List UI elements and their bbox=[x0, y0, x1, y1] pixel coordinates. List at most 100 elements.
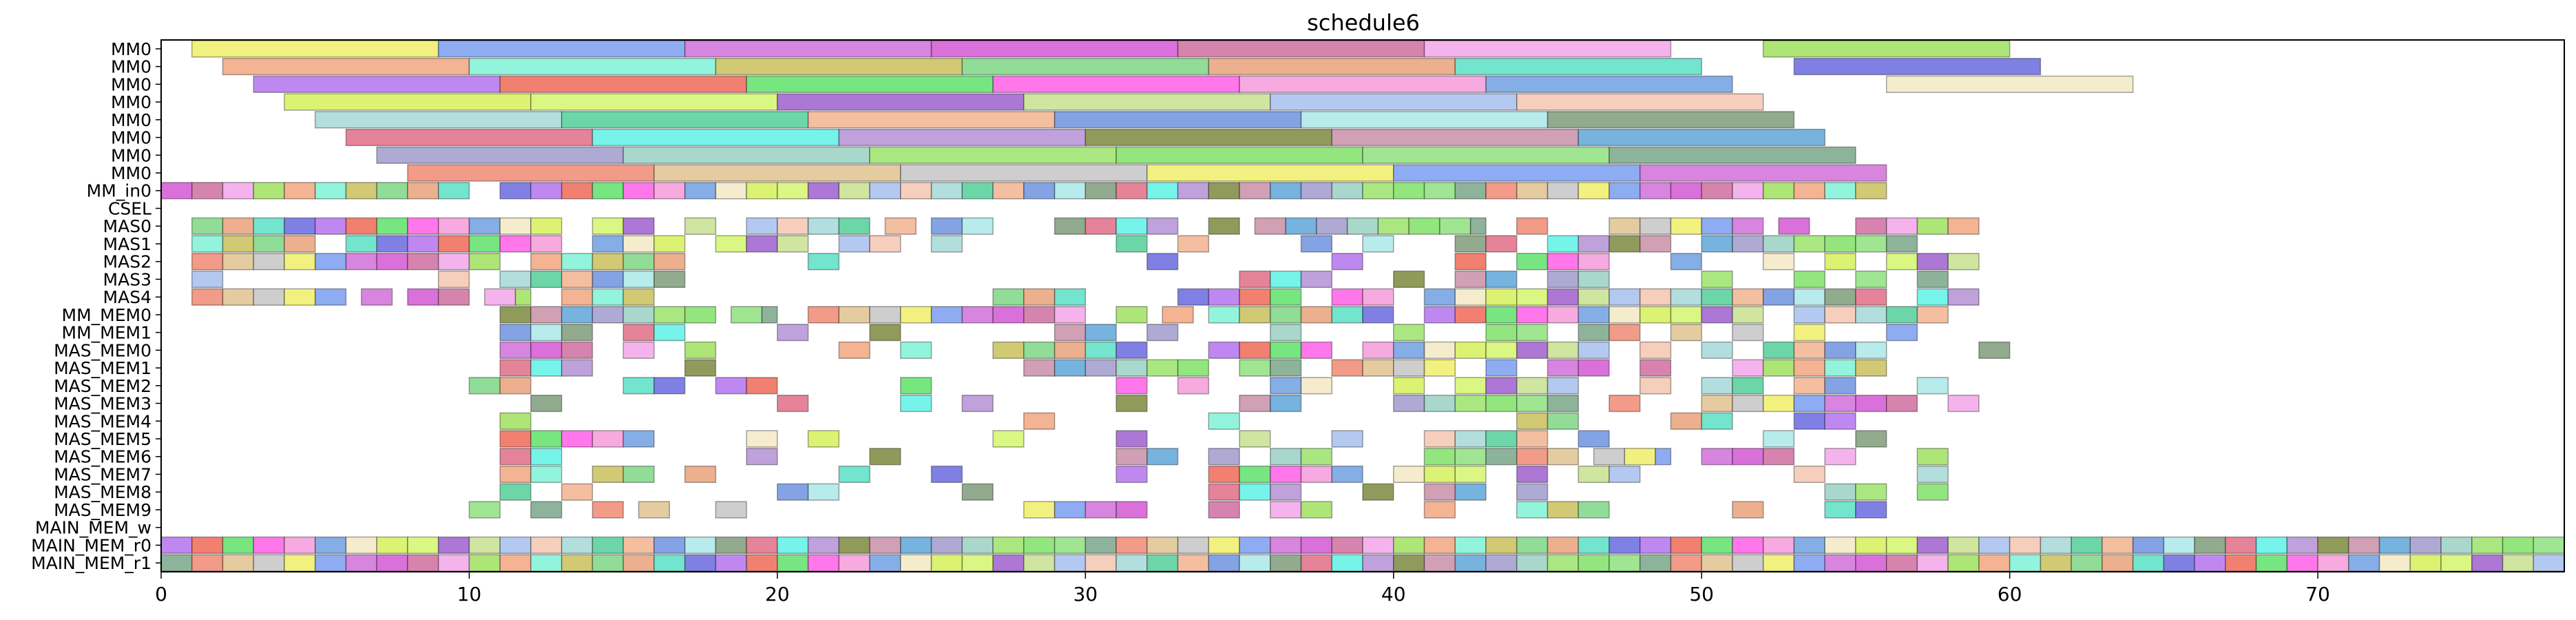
gantt-bar-mas_mem9-6-34 bbox=[1208, 501, 1240, 519]
gantt-bar-mas_mem1-2-33 bbox=[1177, 359, 1210, 377]
gantt-bar-mas_mem6-9-54 bbox=[1824, 448, 1856, 466]
gantt-bar-main_mem_r1-0-58 bbox=[1947, 554, 1980, 572]
gantt-bar-mas0-9-44 bbox=[1516, 217, 1549, 235]
gantt-bar-mm0-7-2 bbox=[900, 164, 1148, 182]
gantt-bar-main_mem_r0-0-37 bbox=[1300, 536, 1333, 554]
gantt-bar-mm_in0-1-36 bbox=[1270, 182, 1302, 200]
gantt-bar-main_mem_r1-0-19 bbox=[746, 554, 778, 572]
gantt-bar-mas_mem5-4-31 bbox=[1116, 430, 1148, 448]
gantt-bar-mas_mem9-7-36 bbox=[1270, 501, 1302, 519]
gantt-bar-mm_in0-1-47 bbox=[1609, 182, 1641, 200]
gantt-bar-mas_mem7-9-46 bbox=[1578, 465, 1610, 484]
gantt-bar-main_mem_r0-0-8 bbox=[407, 536, 439, 554]
gantt-bar-main_mem_r0-0-35 bbox=[1239, 536, 1271, 554]
gantt-bar-mas3-2-11 bbox=[499, 270, 532, 288]
gantt-bar-mas_mem7-1-14 bbox=[591, 465, 624, 484]
gantt-bar-main_mem_r0-0-9 bbox=[437, 536, 470, 554]
gantt-bar-mas0-0-5 bbox=[314, 217, 347, 235]
y-tick-label: MAS_MEM0 bbox=[54, 340, 151, 360]
gantt-bar-mas3-5-42 bbox=[1454, 270, 1487, 288]
gantt-bar-main_mem_r0-0-49 bbox=[1670, 536, 1702, 554]
gantt-bar-mas_mem3-8-51 bbox=[1732, 394, 1764, 413]
gantt-bar-main_mem_r1-0-40 bbox=[1392, 554, 1425, 572]
gantt-bar-main_mem_r1-0-59 bbox=[1978, 554, 2011, 572]
gantt-bar-mas0-3-19 bbox=[746, 217, 778, 235]
gantt-bar-mm_in0-1-34 bbox=[1208, 182, 1240, 200]
gantt-bar-mas_mem2-7-40 bbox=[1392, 377, 1425, 395]
gantt-bar-mas_mem6-7-48.5 bbox=[1655, 448, 1672, 466]
gantt-bar-mm0-2-2 bbox=[746, 75, 994, 93]
gantt-bar-mas3-6-46 bbox=[1578, 270, 1610, 288]
gantt-bar-main_mem_r1-0-29 bbox=[1054, 554, 1087, 572]
gantt-bar-mm0-2-1 bbox=[499, 75, 747, 93]
gantt-bar-mm_mem0-2-23 bbox=[869, 306, 901, 324]
gantt-bar-mas_mem5-10-55 bbox=[1855, 430, 1887, 448]
gantt-bar-mm_in0-1-25 bbox=[930, 182, 963, 200]
gantt-bar-mas_mem3-8-52 bbox=[1762, 394, 1795, 413]
gantt-bar-main_mem_r0-0-68 bbox=[2255, 536, 2288, 554]
gantt-bar-mm0-2-3 bbox=[992, 75, 1240, 93]
gantt-bar-mas1-5-25 bbox=[930, 235, 963, 253]
gantt-bar-mas_mem4-5-54 bbox=[1824, 412, 1856, 430]
gantt-bar-mas2-0-8 bbox=[407, 253, 439, 271]
y-tick-label: MAS4 bbox=[103, 287, 151, 307]
gantt-bar-mas_mem1-4-38 bbox=[1331, 359, 1363, 377]
gantt-bar-mas_mem9-9-45 bbox=[1547, 501, 1579, 519]
gantt-bar-mas4-7-38 bbox=[1331, 288, 1363, 306]
gantt-bar-mas3-3-35 bbox=[1239, 270, 1271, 288]
gantt-bar-mas4-6-35 bbox=[1239, 288, 1271, 306]
gantt-bar-main_mem_r1-0-1 bbox=[191, 554, 224, 572]
gantt-bar-mas_mem0-5-29 bbox=[1054, 341, 1087, 359]
gantt-bar-mas1-0-3 bbox=[253, 235, 285, 253]
gantt-bar-mas1-12-53 bbox=[1793, 235, 1825, 253]
gantt-bar-mas_mem1-4-40 bbox=[1392, 359, 1425, 377]
gantt-bar-mas0-0-7 bbox=[376, 217, 408, 235]
gantt-bar-mm0-6-5 bbox=[1609, 146, 1856, 164]
gantt-bar-mas3-2-14 bbox=[591, 270, 624, 288]
gantt-bar-mas_mem0-0-11 bbox=[499, 341, 532, 359]
gantt-bar-mas_mem8-8-55 bbox=[1855, 483, 1887, 501]
gantt-bar-mas_mem3-6-42 bbox=[1454, 394, 1487, 413]
gantt-bar-main_mem_r0-0-31 bbox=[1116, 536, 1148, 554]
gantt-bar-mm_in0-1-11 bbox=[499, 182, 532, 200]
gantt-bar-main_mem_r0-0-10 bbox=[468, 536, 501, 554]
gantt-bar-mas_mem0-5-31 bbox=[1116, 341, 1148, 359]
gantt-bar-mas0-11-52.5 bbox=[1778, 217, 1810, 235]
gantt-bar-main_mem_r0-0-41 bbox=[1423, 536, 1456, 554]
gantt-bar-main_mem_r1-0-66 bbox=[2194, 554, 2226, 572]
gantt-bar-mas_mem0-3-22 bbox=[838, 341, 870, 359]
gantt-bar-mm_in0-1-30 bbox=[1085, 182, 1117, 200]
gantt-bar-mas_mem5-9-52 bbox=[1762, 430, 1795, 448]
x-axis: 0 10 20 30 40 50 60 70 bbox=[155, 572, 2330, 606]
gantt-bar-mas_mem3-2-24 bbox=[900, 394, 932, 413]
gantt-bar-mm0-1-0 bbox=[222, 58, 470, 76]
gantt-bar-mm0-4-5 bbox=[1547, 111, 1795, 129]
gantt-bar-mas0-8-36.5 bbox=[1285, 217, 1317, 235]
gantt-bar-mas4-0-3 bbox=[253, 288, 285, 306]
gantt-bar-mas0-8-42.5 bbox=[1469, 217, 1487, 235]
gantt-bar-mm_in0-1-45 bbox=[1547, 182, 1579, 200]
gantt-bar-mm_mem0-7-55 bbox=[1855, 306, 1887, 324]
gantt-bar-mm_mem1-0-13 bbox=[561, 324, 594, 342]
gantt-bar-main_mem_r1-0-43 bbox=[1485, 554, 1518, 572]
gantt-bar-mas_mem2-4-31 bbox=[1116, 377, 1148, 395]
gantt-bar-main_mem_r0-0-14 bbox=[591, 536, 624, 554]
gantt-bar-mm_in0-1-15 bbox=[622, 182, 655, 200]
y-tick-label: MAS_MEM1 bbox=[54, 358, 151, 378]
gantt-bar-mas0-6-30 bbox=[1085, 217, 1117, 235]
gantt-bar-mas_mem7-7-41 bbox=[1423, 465, 1456, 484]
gantt-bar-mas3-2-16 bbox=[653, 270, 686, 288]
gantt-bar-mas_mem2-5-33 bbox=[1177, 377, 1210, 395]
gantt-bar-mas_mem8-6-42 bbox=[1454, 483, 1487, 501]
gantt-bar-mas_mem9-3-15.5 bbox=[638, 501, 671, 519]
gantt-bar-main_mem_r1-0-36 bbox=[1270, 554, 1302, 572]
gantt-bar-mas0-8-40.5 bbox=[1408, 217, 1441, 235]
gantt-bar-mas_mem7-8-44 bbox=[1516, 465, 1549, 484]
gantt-bar-mm_in0-1-22 bbox=[838, 182, 870, 200]
gantt-bar-mas3-2-15 bbox=[622, 270, 655, 288]
gantt-bar-mas_mem2-8-44 bbox=[1516, 377, 1549, 395]
gantt-bar-main_mem_r1-0-7 bbox=[376, 554, 408, 572]
gantt-bar-main_mem_r1-0-16 bbox=[653, 554, 686, 572]
y-tick-label: MM_MEM1 bbox=[62, 323, 151, 343]
gantt-bar-mm0-0-0 bbox=[191, 40, 439, 58]
